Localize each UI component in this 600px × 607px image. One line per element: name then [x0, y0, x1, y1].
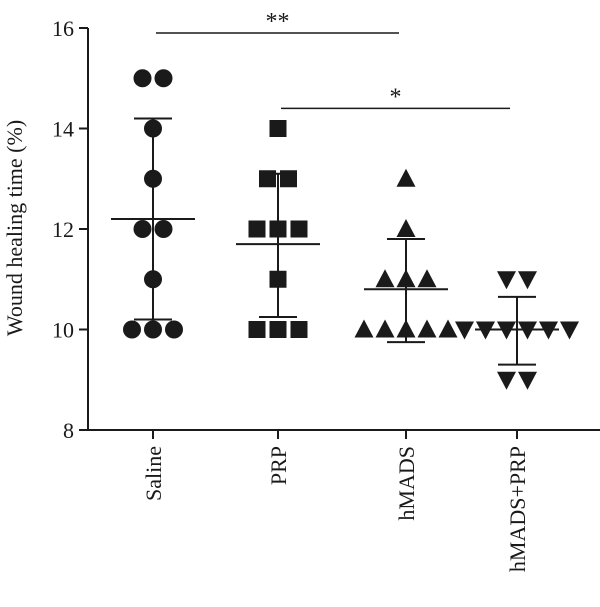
- point-circle: [154, 69, 173, 88]
- point-square: [248, 220, 266, 238]
- point-circle: [123, 320, 141, 339]
- significance-label: **: [266, 9, 290, 35]
- point-square: [248, 321, 266, 338]
- point-circle: [133, 69, 152, 88]
- point-circle: [144, 320, 162, 339]
- point-triangle-down: [518, 271, 537, 290]
- significance-label: *: [390, 84, 402, 110]
- point-triangle-up: [375, 269, 395, 288]
- point-square: [269, 321, 287, 338]
- point-triangle-down: [455, 321, 474, 340]
- point-triangle-up: [354, 319, 374, 338]
- point-square: [269, 120, 287, 137]
- data-marks: ***: [111, 9, 579, 390]
- point-circle: [165, 320, 183, 339]
- point-triangle-down: [497, 371, 516, 390]
- y-tick-label: 10: [52, 318, 74, 343]
- point-square: [290, 220, 308, 238]
- group-1: [236, 120, 320, 338]
- point-triangle-down: [560, 321, 579, 340]
- y-tick-label: 12: [52, 217, 74, 242]
- point-triangle-up: [438, 319, 458, 338]
- point-triangle-up: [375, 319, 395, 338]
- x-tick-label: hMADS: [394, 446, 419, 521]
- point-triangle-up: [417, 269, 437, 288]
- y-tick-label: 8: [63, 418, 74, 443]
- group-0: [111, 69, 195, 339]
- point-circle: [154, 220, 173, 238]
- point-triangle-up: [417, 319, 437, 338]
- x-tick-label: PRP: [266, 446, 291, 485]
- y-tick-label: 14: [52, 117, 74, 142]
- y-tick-label: 16: [52, 16, 74, 41]
- group-2: [354, 168, 458, 344]
- x-tick-label: Saline: [141, 446, 166, 501]
- point-circle: [133, 220, 152, 238]
- point-triangle-down: [497, 271, 516, 290]
- point-triangle-up: [396, 219, 416, 237]
- y-axis-label: Wound healing time (%): [2, 120, 27, 336]
- point-triangle-down: [518, 371, 537, 390]
- group-3: [455, 271, 579, 390]
- point-square: [290, 321, 308, 338]
- axes: 8 10 12 14 16 Saline PRP hMADS hMADS+PRP: [52, 16, 600, 572]
- point-triangle-up: [396, 168, 416, 187]
- x-tick-label: hMADS+PRP: [505, 446, 530, 572]
